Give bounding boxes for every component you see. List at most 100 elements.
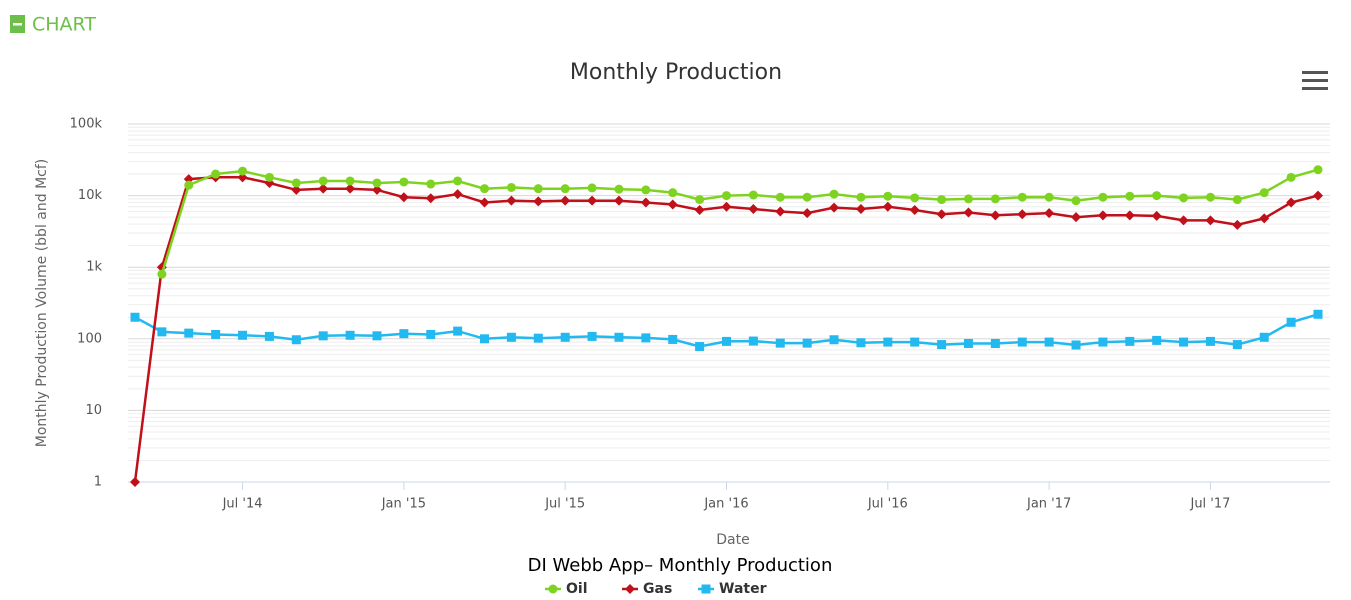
point (345, 330, 355, 340)
point (345, 183, 356, 194)
point (264, 172, 274, 182)
point (318, 331, 328, 341)
menu-bar (1302, 79, 1328, 82)
y-tick-label: 10k (78, 188, 103, 203)
point (1098, 192, 1108, 202)
point (855, 203, 866, 214)
point (291, 335, 301, 345)
point (211, 169, 221, 179)
point (856, 192, 866, 202)
point (883, 337, 893, 347)
point (506, 332, 516, 342)
y-tick-label: 1 (94, 475, 102, 490)
point (641, 333, 651, 343)
point (184, 328, 194, 338)
point (480, 184, 490, 194)
point (479, 197, 490, 208)
point (1259, 332, 1269, 342)
series-line (160, 168, 1319, 275)
point (1098, 337, 1108, 347)
point (1071, 196, 1081, 206)
point (453, 176, 463, 186)
legend-symbol (548, 584, 558, 594)
point (722, 336, 731, 346)
point (910, 337, 920, 347)
point (802, 192, 812, 202)
chart-title: Monthly Production (570, 60, 782, 85)
point (480, 334, 490, 344)
y-axis-label: Monthly Production Volume (bbl and Mcf) (34, 159, 50, 448)
point (829, 189, 839, 199)
point (587, 331, 597, 341)
point (856, 338, 866, 348)
point (909, 204, 920, 215)
x-tick-label: Jan '16 (703, 497, 748, 512)
point (1178, 215, 1189, 226)
point (1232, 195, 1242, 205)
point (184, 180, 194, 190)
point (238, 330, 248, 340)
point (1044, 208, 1055, 219)
y-tick-label: 10 (85, 403, 102, 418)
point (399, 329, 409, 339)
point (1286, 317, 1296, 327)
point (775, 206, 786, 217)
point (372, 178, 382, 188)
point (694, 204, 705, 215)
point (963, 207, 974, 218)
point (157, 269, 167, 279)
x-tick-label: Jul '16 (867, 497, 908, 512)
legend-label: Oil (566, 581, 588, 597)
point (1179, 193, 1189, 203)
x-axis-label: Date (716, 532, 749, 548)
point (775, 338, 785, 348)
point (695, 342, 705, 352)
point (695, 195, 705, 205)
point (371, 184, 382, 195)
point (1044, 192, 1054, 202)
legend-symbol (701, 584, 711, 594)
point (318, 183, 329, 194)
point (426, 179, 436, 189)
point (990, 194, 1000, 204)
point (211, 329, 221, 339)
point (1232, 340, 1242, 350)
point (130, 312, 140, 322)
point (1071, 340, 1081, 350)
point (829, 335, 839, 345)
menu-icon[interactable] (1302, 71, 1328, 90)
point (1151, 210, 1162, 221)
point (640, 197, 651, 208)
point (453, 326, 463, 336)
point (1313, 309, 1323, 319)
point (963, 194, 973, 204)
point (990, 338, 1000, 348)
point (614, 332, 624, 342)
point (398, 192, 409, 203)
point (721, 201, 732, 212)
point (1071, 212, 1082, 223)
point (130, 477, 140, 487)
point (1097, 210, 1108, 221)
point (238, 166, 248, 176)
point (1286, 172, 1296, 182)
point (452, 189, 463, 200)
point (748, 336, 758, 346)
point (802, 338, 812, 348)
point (533, 333, 543, 343)
point (372, 331, 382, 341)
point (291, 178, 301, 188)
point (533, 196, 544, 207)
menu-bar (1302, 87, 1328, 90)
point (775, 192, 785, 202)
legend-label: Gas (643, 581, 672, 597)
point (587, 183, 597, 193)
point (1124, 210, 1135, 221)
point (937, 195, 947, 205)
x-tick-label: Jul '14 (222, 497, 263, 512)
point (963, 338, 973, 348)
point (1313, 190, 1323, 201)
point (560, 195, 571, 206)
section-title[interactable]: CHART (32, 14, 96, 36)
